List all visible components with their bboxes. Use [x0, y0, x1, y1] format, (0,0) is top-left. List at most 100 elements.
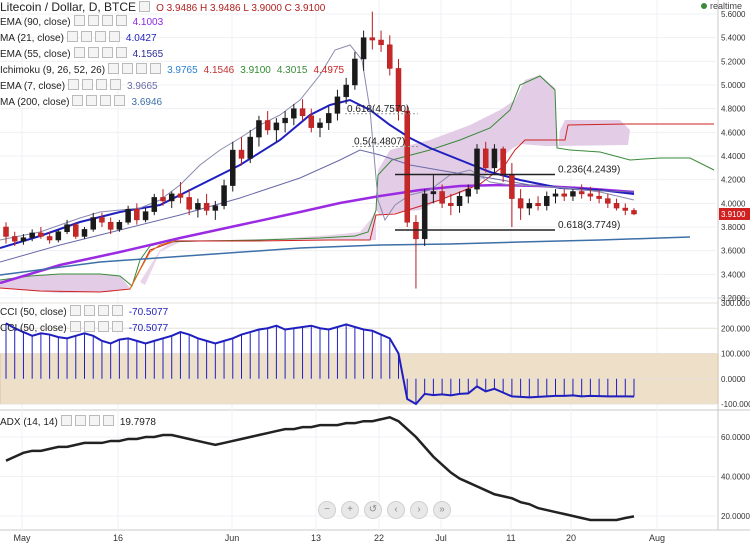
plus-icon[interactable]: [97, 321, 109, 332]
candle-body: [517, 198, 524, 209]
close-icon[interactable]: [111, 321, 123, 332]
candle-body: [465, 188, 472, 197]
time-tick-label: 20: [566, 533, 576, 543]
cci-tick-label: 0.0000: [721, 375, 746, 384]
close-icon[interactable]: [108, 31, 120, 42]
cci-tick-label: 200.0000: [721, 324, 750, 333]
candle-body: [325, 113, 332, 124]
plus-icon[interactable]: [88, 415, 100, 426]
eye-icon[interactable]: [69, 305, 81, 316]
eye-icon[interactable]: [60, 415, 72, 426]
close-icon[interactable]: [111, 305, 123, 316]
eye-icon[interactable]: [73, 15, 85, 26]
realtime-status: realtime: [700, 0, 742, 12]
legend-value: 3.9765: [167, 65, 198, 76]
candle-body: [212, 205, 219, 211]
candle-body: [81, 229, 88, 237]
candle-body: [578, 191, 585, 195]
candle-body: [334, 96, 341, 114]
plus-icon[interactable]: [100, 95, 112, 106]
plus-icon[interactable]: [101, 15, 113, 26]
legend-name: CCI (50, close): [0, 307, 67, 318]
settings-icon[interactable]: [83, 305, 95, 316]
plus-icon[interactable]: [94, 31, 106, 42]
settings-icon[interactable]: [87, 47, 99, 58]
realtime-label: realtime: [709, 1, 742, 11]
eye-icon[interactable]: [68, 79, 80, 90]
adx-tick-label: 40.0000: [721, 473, 750, 482]
settings-icon[interactable]: [80, 31, 92, 42]
candle-body: [500, 148, 506, 176]
left-icon[interactable]: ‹: [387, 501, 405, 519]
legend-ichimoku[interactable]: Ichimoku (9, 26, 52, 26) 3.9765 4.1546 3.91…: [0, 63, 344, 77]
settings-icon[interactable]: [82, 79, 94, 90]
close-icon[interactable]: [114, 95, 126, 106]
legend-cci-1[interactable]: CCI (50, close) -70.5077: [0, 305, 168, 319]
status-dot-icon: [700, 3, 707, 9]
axes: 5.6000 5.4000 5.2000 5.0000 4.8000 4.6000 4.40…: [13, 10, 750, 543]
legend-cci-2[interactable]: CCI (50, close) -70.5077: [0, 321, 168, 335]
legend-ema-2[interactable]: EMA (55, close) 4.1565: [0, 47, 163, 61]
time-tick-label: 16: [113, 533, 123, 543]
settings-icon[interactable]: [122, 63, 134, 74]
candle-body: [168, 193, 175, 202]
legend-name: MA (200, close): [0, 97, 70, 108]
reset-icon[interactable]: ↺: [364, 501, 382, 519]
settings-icon[interactable]: [86, 95, 98, 106]
eye-icon[interactable]: [72, 95, 84, 106]
candle-body: [552, 193, 559, 197]
plus-icon[interactable]: [136, 63, 148, 74]
candle-body: [613, 203, 620, 209]
fib-label: 0.618(3.7749): [558, 220, 620, 231]
legend-ema-0[interactable]: EMA (90, close) 4.1003: [0, 15, 163, 29]
ma-200-line: [0, 236, 691, 276]
kijun-line: [129, 240, 176, 290]
eye-icon[interactable]: [108, 63, 120, 74]
legend-ema-4[interactable]: EMA (7, close) 3.9665: [0, 79, 158, 93]
symbol-title[interactable]: Litecoin / Dollar, D, BTCE: [0, 0, 137, 14]
end-icon[interactable]: »: [433, 501, 451, 519]
close-icon[interactable]: [102, 415, 114, 426]
close-icon[interactable]: [110, 79, 122, 90]
settings-icon[interactable]: [74, 415, 86, 426]
plus-icon[interactable]: [96, 79, 108, 90]
close-icon[interactable]: [115, 47, 127, 58]
settings-icon[interactable]: [87, 15, 99, 26]
close-icon[interactable]: [150, 63, 162, 74]
legend-value: -70.5077: [128, 307, 169, 318]
eye-icon[interactable]: [73, 47, 85, 58]
cci-tick-label: 100.0000: [721, 350, 750, 359]
candle-body: [195, 203, 201, 210]
candle-body: [317, 122, 323, 128]
candle-body: [134, 209, 140, 221]
current-price-label: 3.9100: [721, 210, 746, 219]
eye-icon[interactable]: [66, 31, 78, 42]
candle-body: [605, 198, 611, 204]
legend-adx[interactable]: ADX (14, 14) 19.7978: [0, 415, 156, 429]
settings-icon[interactable]: [139, 1, 151, 12]
candle-body: [448, 203, 454, 206]
close-icon[interactable]: [115, 15, 127, 26]
adx-pane: [0, 415, 718, 522]
cci-tick-label: -100.0000: [721, 400, 750, 409]
candle-body: [430, 191, 437, 195]
ichimoku-cloud: [0, 75, 715, 293]
candle-body: [186, 197, 192, 210]
plus-icon[interactable]: [97, 305, 109, 316]
settings-icon[interactable]: [83, 321, 95, 332]
candle-body: [352, 58, 358, 86]
minus-icon[interactable]: −: [318, 501, 336, 519]
adx-line: [5, 415, 635, 522]
right-icon[interactable]: ›: [410, 501, 428, 519]
plus-icon[interactable]: [101, 47, 113, 58]
candle-body: [142, 211, 149, 221]
candle-body: [631, 210, 637, 215]
plus-icon[interactable]: +: [341, 501, 359, 519]
eye-icon[interactable]: [69, 321, 81, 332]
cci-tick-label: 300.0000: [721, 299, 750, 308]
legend-ma-1[interactable]: MA (21, close) 4.0427: [0, 31, 157, 45]
legend-ma-5[interactable]: MA (200, close) 3.6946: [0, 95, 162, 109]
candle-body: [308, 115, 315, 128]
price-tick-label: 5.4000: [721, 34, 746, 43]
